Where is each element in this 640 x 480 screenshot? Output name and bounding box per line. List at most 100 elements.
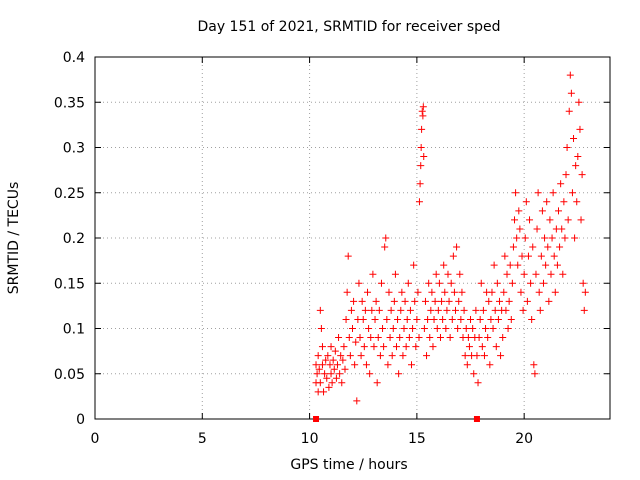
data-point xyxy=(318,343,326,351)
data-point xyxy=(350,297,358,305)
data-point xyxy=(579,279,587,287)
data-point xyxy=(394,315,402,323)
data-point xyxy=(509,243,517,251)
data-point xyxy=(506,261,514,269)
data-point xyxy=(514,261,522,269)
data-point xyxy=(508,279,516,287)
data-point xyxy=(457,315,465,323)
data-point xyxy=(315,365,323,373)
data-point xyxy=(435,279,443,287)
data-point xyxy=(473,352,481,360)
x-tick-label: 5 xyxy=(198,431,207,447)
data-point xyxy=(357,352,365,360)
data-point xyxy=(504,325,512,332)
data-point xyxy=(531,370,539,378)
data-point xyxy=(420,325,428,332)
data-point xyxy=(512,189,520,197)
data-point xyxy=(526,216,534,224)
data-point xyxy=(453,243,461,251)
data-point xyxy=(364,288,372,296)
data-point xyxy=(565,107,573,115)
data-point xyxy=(546,216,554,224)
data-point xyxy=(528,315,536,323)
data-point xyxy=(475,334,483,342)
data-point xyxy=(443,306,451,314)
data-point xyxy=(441,288,449,296)
data-point xyxy=(502,306,510,314)
data-point xyxy=(331,347,339,355)
data-point xyxy=(313,370,321,378)
data-point xyxy=(323,374,331,382)
data-point xyxy=(460,306,468,314)
data-point xyxy=(448,315,456,323)
data-point xyxy=(480,352,488,360)
data-point xyxy=(368,306,376,314)
data-point xyxy=(421,297,429,305)
data-point xyxy=(470,370,478,378)
data-point xyxy=(404,279,412,287)
data-point xyxy=(444,270,452,278)
data-point xyxy=(346,352,354,360)
data-point xyxy=(343,288,351,296)
data-point xyxy=(410,261,418,269)
data-point xyxy=(329,356,337,364)
data-point xyxy=(418,107,426,115)
gap-marker xyxy=(473,416,480,422)
data-point xyxy=(390,297,398,305)
data-point xyxy=(336,370,344,378)
data-point xyxy=(529,243,537,251)
data-point xyxy=(367,334,375,342)
y-tick-label: 0.15 xyxy=(54,276,85,292)
data-point xyxy=(507,315,515,323)
data-point xyxy=(476,315,484,323)
x-axis-label: GPS time / hours xyxy=(290,457,407,473)
data-point xyxy=(392,343,400,351)
data-point xyxy=(318,361,326,369)
data-point xyxy=(577,216,585,224)
data-point xyxy=(438,297,446,305)
data-point xyxy=(522,198,530,206)
data-point xyxy=(358,297,366,305)
data-point xyxy=(341,365,349,373)
data-point xyxy=(515,207,523,215)
data-point xyxy=(469,325,477,332)
data-point xyxy=(548,234,556,242)
data-point xyxy=(328,379,336,387)
data-point xyxy=(351,361,359,369)
data-point xyxy=(414,288,422,296)
data-point xyxy=(533,225,541,233)
data-point xyxy=(518,252,526,260)
data-point xyxy=(376,352,384,360)
data-point xyxy=(335,334,343,342)
chart-title: Day 151 of 2021, SRMTID for receiver spe… xyxy=(197,19,500,35)
data-point xyxy=(395,370,403,378)
data-point xyxy=(463,361,471,369)
data-point xyxy=(353,397,361,405)
data-point xyxy=(505,297,513,305)
data-points xyxy=(312,71,589,422)
data-point xyxy=(478,343,486,351)
data-point xyxy=(415,334,423,342)
data-point xyxy=(535,288,543,296)
data-point xyxy=(573,198,581,206)
data-point xyxy=(511,216,519,224)
data-point xyxy=(330,365,338,373)
data-point xyxy=(327,343,335,351)
data-point xyxy=(467,315,475,323)
data-point xyxy=(477,279,485,287)
data-point xyxy=(472,306,480,314)
x-tick-label: 0 xyxy=(91,431,100,447)
data-point xyxy=(484,334,492,342)
data-point xyxy=(562,171,570,179)
data-point xyxy=(563,144,571,151)
data-point xyxy=(566,71,574,79)
data-point xyxy=(352,338,360,346)
data-point xyxy=(431,297,439,305)
data-point xyxy=(564,216,572,224)
data-point xyxy=(454,325,462,332)
data-point xyxy=(553,261,561,269)
data-point xyxy=(491,306,499,314)
data-point xyxy=(397,306,405,314)
data-point xyxy=(517,288,525,296)
data-point xyxy=(493,279,501,287)
